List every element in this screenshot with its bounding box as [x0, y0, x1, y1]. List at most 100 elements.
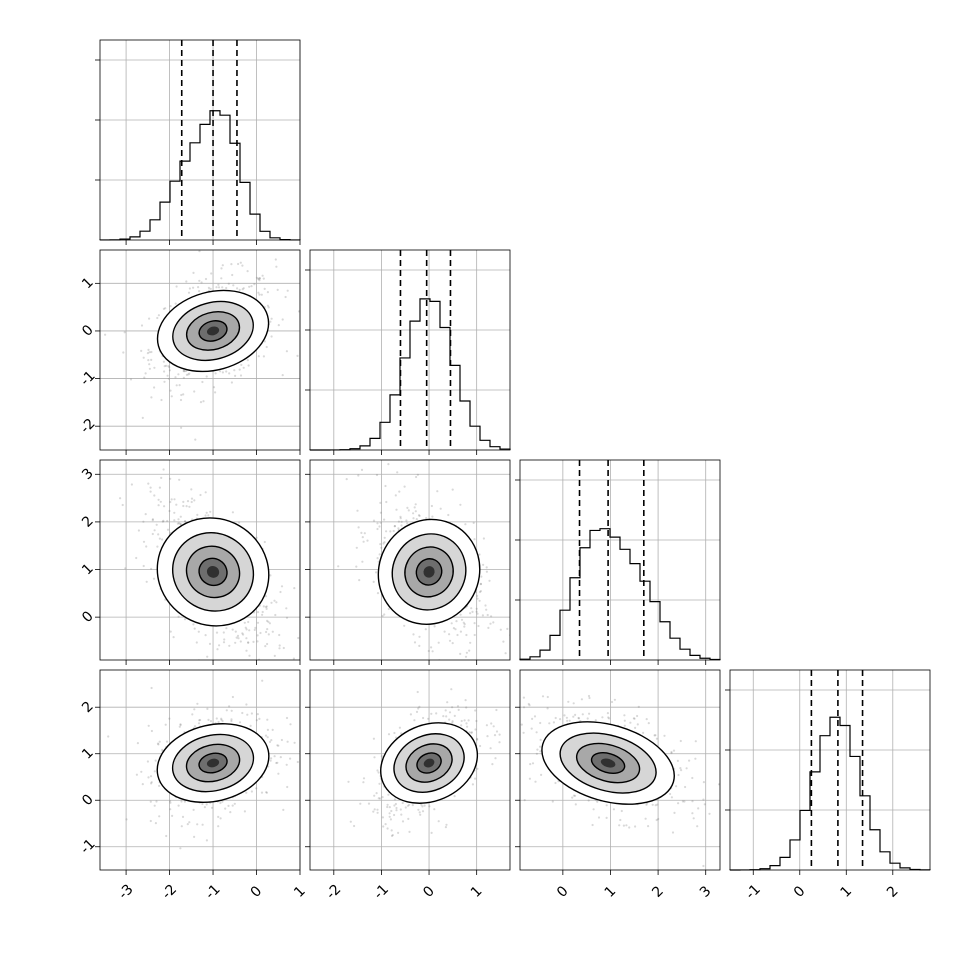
sample-point — [634, 825, 637, 828]
sample-point — [256, 640, 259, 643]
sample-point — [182, 369, 185, 372]
sample-point — [439, 507, 442, 510]
sample-point — [217, 825, 220, 828]
sample-point — [379, 543, 382, 546]
sample-point — [400, 813, 403, 816]
sample-point — [209, 510, 212, 513]
sample-point — [228, 644, 231, 647]
sample-point — [234, 641, 237, 644]
sample-point — [243, 810, 246, 813]
sample-point — [375, 473, 379, 477]
sample-point — [498, 741, 501, 744]
sample-point — [386, 803, 389, 806]
sample-point — [193, 835, 196, 839]
sample-point — [416, 473, 419, 476]
sample-point — [407, 817, 410, 821]
sample-point — [285, 763, 288, 766]
sample-point — [663, 734, 666, 737]
sample-point — [282, 808, 285, 812]
sample-point — [155, 800, 158, 803]
sample-point — [493, 734, 497, 737]
sample-point — [182, 500, 185, 503]
sample-point — [136, 742, 139, 745]
sample-point — [265, 605, 268, 608]
sample-point — [185, 505, 188, 508]
sample-point — [476, 737, 479, 741]
sample-point — [486, 735, 489, 738]
sample-point — [188, 821, 191, 824]
sample-point — [655, 737, 659, 740]
sample-point — [169, 808, 172, 811]
x-tick-label: 0 — [420, 883, 438, 901]
sample-point — [147, 482, 150, 485]
sample-point — [192, 271, 195, 274]
sample-point — [156, 545, 159, 548]
sample-point — [597, 816, 601, 819]
sample-point — [546, 707, 549, 710]
sample-point — [260, 791, 264, 794]
sample-point — [355, 565, 358, 568]
sample-point — [190, 488, 193, 491]
sample-point — [413, 719, 416, 722]
sample-point — [380, 546, 383, 549]
sample-point — [257, 291, 260, 294]
sample-point — [160, 476, 163, 479]
sample-point — [256, 634, 259, 637]
sample-point — [233, 369, 236, 372]
sample-point — [285, 616, 289, 619]
sample-point — [193, 708, 196, 711]
sample-point — [397, 527, 400, 530]
sample-point — [265, 791, 268, 794]
sample-point — [702, 864, 705, 868]
sample-point — [372, 519, 376, 522]
y-tick-label: 3 — [79, 465, 97, 483]
sample-point — [412, 633, 415, 636]
sample-point — [414, 510, 417, 513]
sample-point — [280, 738, 283, 742]
sample-point — [185, 373, 188, 376]
sample-point — [182, 504, 185, 508]
sample-point — [192, 808, 195, 812]
sample-point — [465, 706, 468, 709]
sample-point — [153, 366, 156, 369]
sample-point — [278, 633, 281, 637]
sample-point — [527, 702, 530, 706]
sample-point — [376, 522, 379, 525]
sample-point — [375, 571, 378, 574]
sample-point — [536, 748, 539, 751]
sample-point — [129, 378, 133, 381]
sample-point — [531, 762, 535, 765]
sample-point — [478, 590, 482, 594]
scatter-panel-0-1 — [95, 249, 301, 455]
sample-point — [548, 722, 551, 725]
sample-point — [171, 814, 174, 818]
sample-point — [152, 577, 156, 580]
sample-point — [445, 823, 448, 826]
sample-point — [491, 763, 494, 766]
sample-point — [418, 811, 421, 814]
sample-point — [220, 718, 223, 721]
sample-point — [258, 279, 261, 282]
sample-point — [673, 811, 676, 815]
sample-point — [228, 372, 231, 375]
sample-point — [401, 820, 405, 823]
sample-point — [268, 740, 272, 744]
sample-point — [255, 276, 258, 279]
sample-point — [195, 641, 198, 644]
sample-point — [165, 834, 168, 838]
sample-point — [504, 652, 507, 655]
sample-point — [381, 816, 384, 819]
sample-point — [647, 825, 650, 828]
sample-point — [220, 277, 223, 280]
sample-point — [437, 641, 440, 644]
sample-point — [393, 525, 396, 528]
sample-point — [220, 267, 223, 270]
sample-point — [258, 277, 261, 280]
sample-point — [247, 620, 250, 624]
sample-point — [486, 613, 489, 617]
sample-point — [228, 705, 231, 708]
sample-point — [637, 705, 640, 708]
sample-point — [691, 800, 694, 803]
sample-point — [401, 801, 404, 805]
